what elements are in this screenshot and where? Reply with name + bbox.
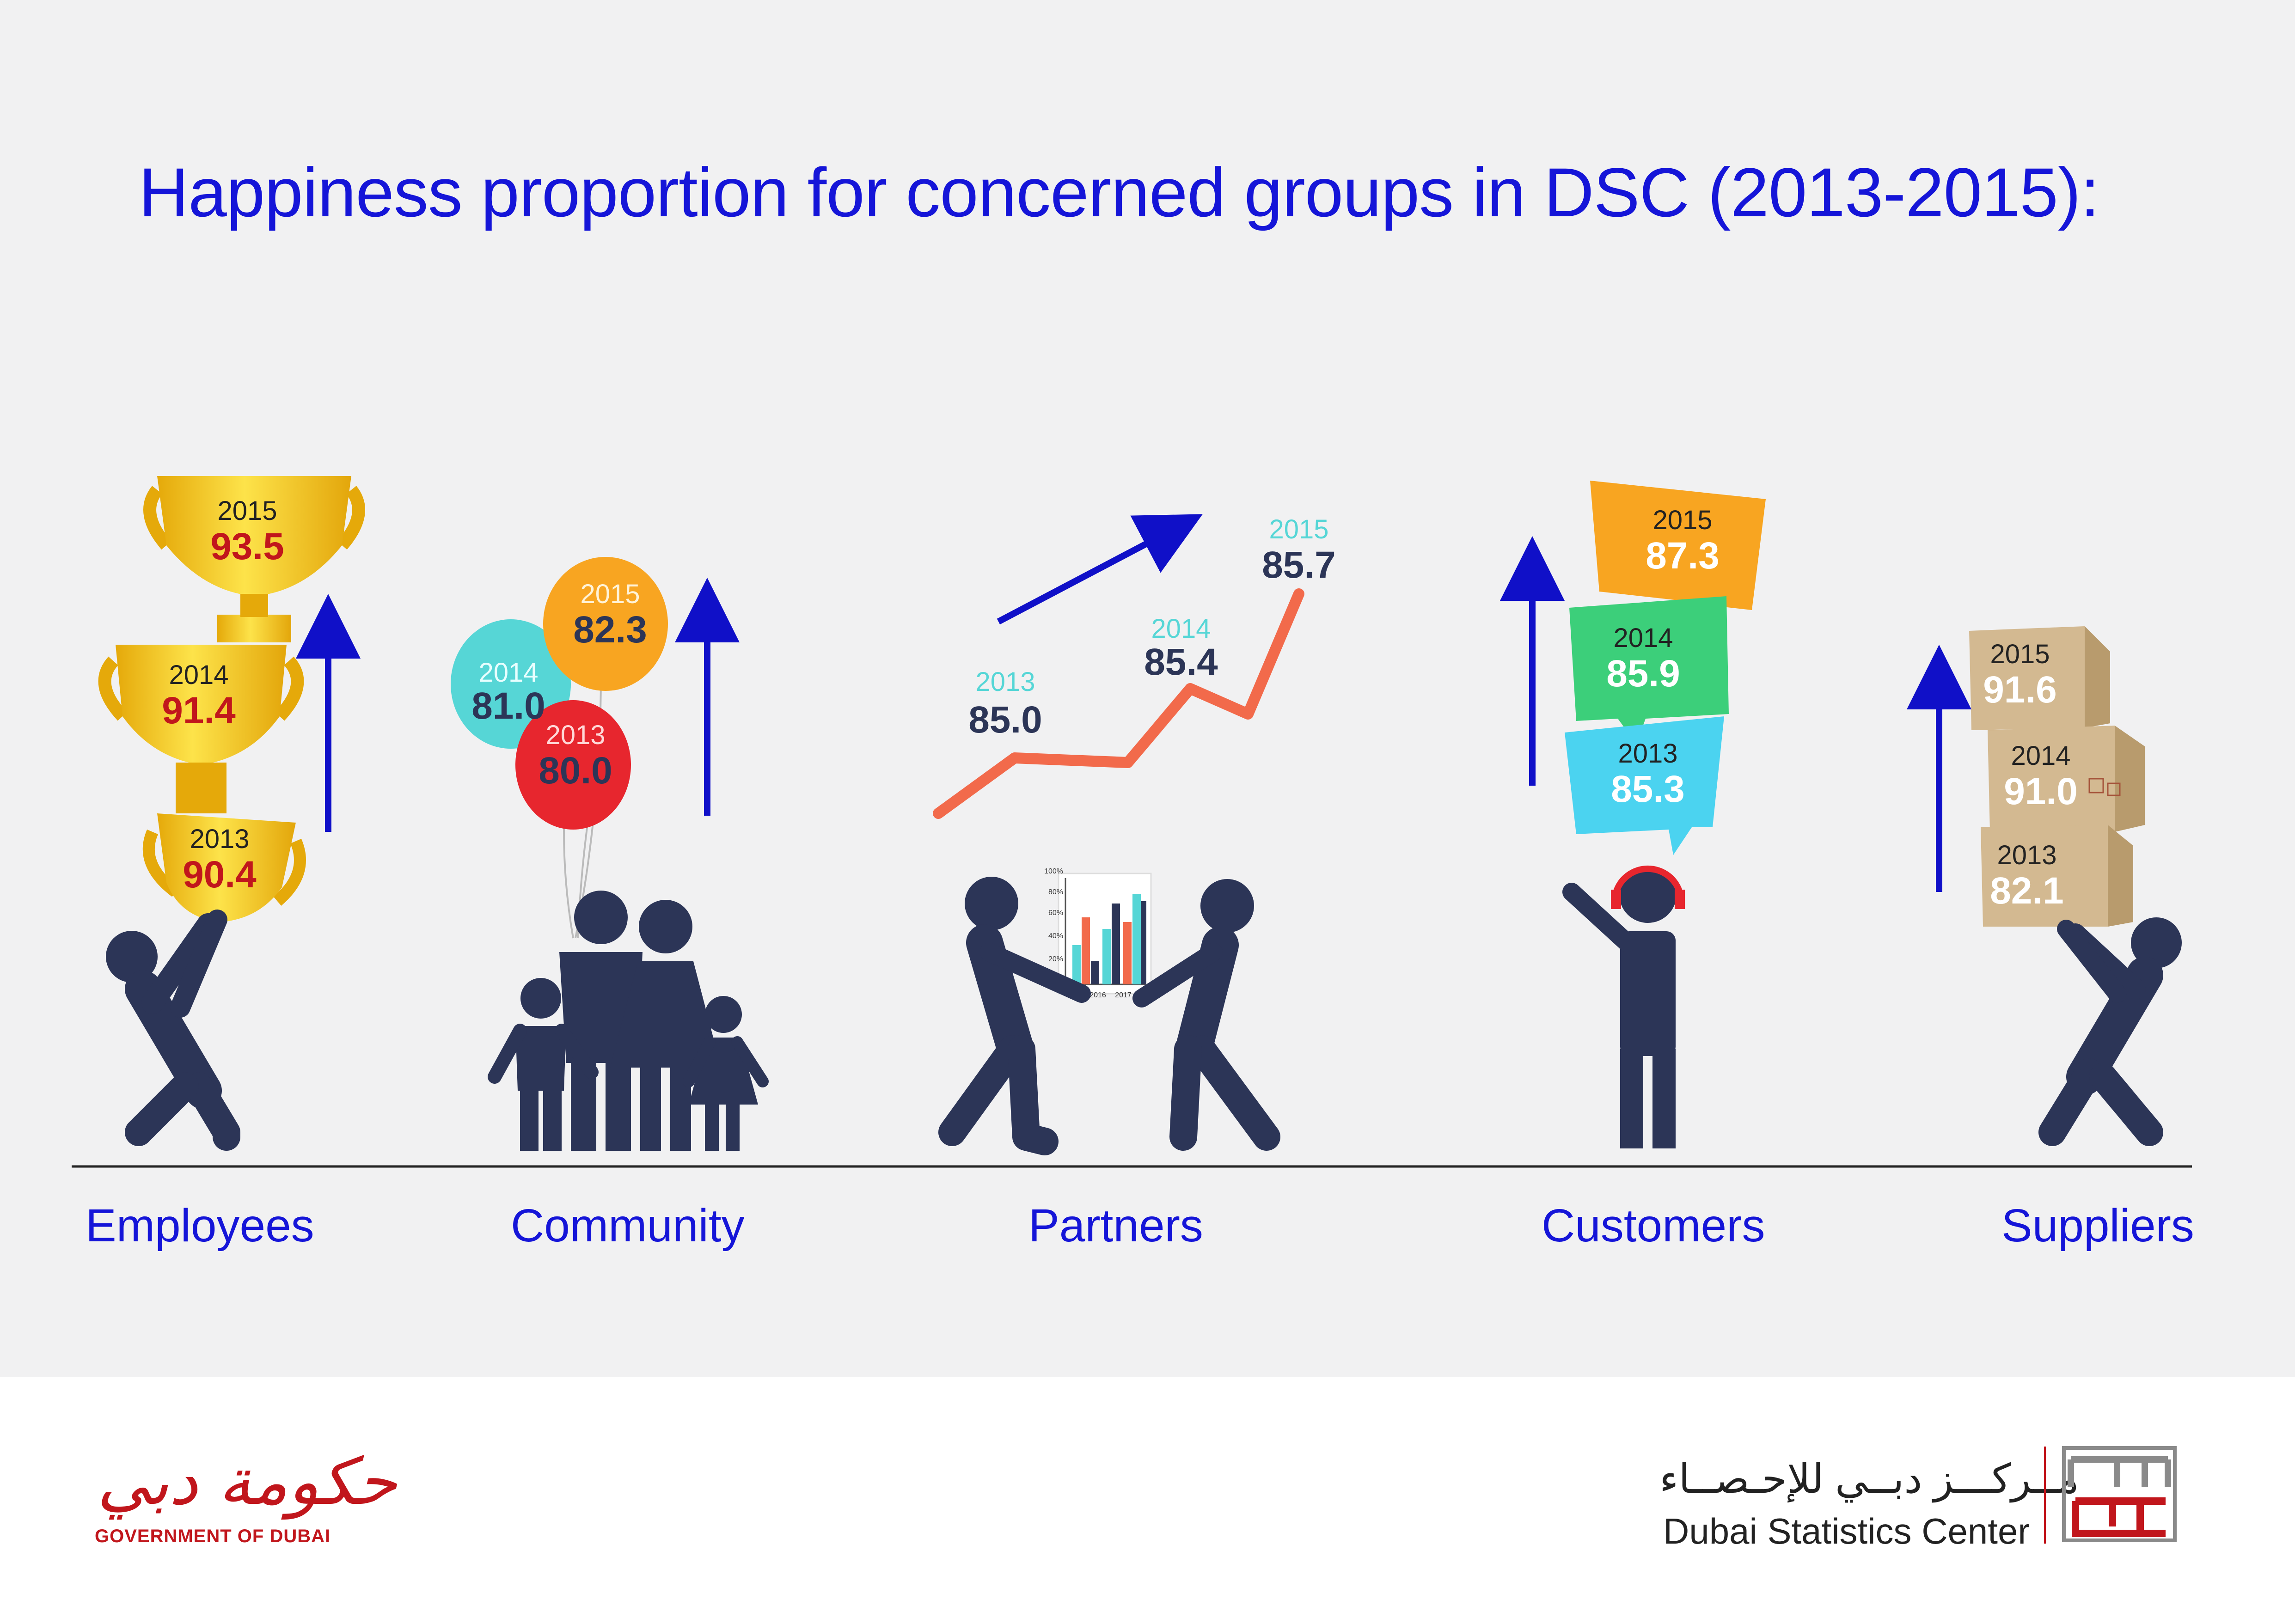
partners-2014-value: 85.4 — [1144, 641, 1218, 683]
customers-2014-year: 2014 — [1613, 623, 1673, 653]
mini-xtick-2: 2017 — [1115, 991, 1132, 999]
trophy-2014 — [98, 645, 304, 813]
bubble-2013 — [1565, 716, 1724, 855]
partners-2013-year: 2013 — [975, 667, 1035, 697]
partners-trend-line — [933, 588, 1304, 819]
footer — [0, 1377, 2295, 1624]
suppliers-boxes: 2015 91.6 2014 91.0 2013 82.1 — [1969, 626, 2145, 927]
partners-2013-value: 85.0 — [968, 699, 1042, 741]
page-title: Happiness proportion for concerned group… — [139, 153, 2099, 231]
community-2014-year: 2014 — [478, 658, 538, 688]
trophy-2013 — [142, 813, 306, 922]
suppliers-2015-year: 2015 — [1990, 639, 2050, 669]
dsc-arabic-name: مــركـــز دبــي للإحـصــاء — [1659, 1456, 2080, 1502]
community-2014-value: 81.0 — [471, 685, 545, 727]
community-balloons: 2014 81.0 2015 82.3 2013 80.0 — [451, 557, 668, 939]
trophy-2015 — [143, 476, 365, 642]
customers-speech-bubbles: 2015 87.3 2014 85.9 2013 85.3 — [1565, 481, 1766, 855]
dsc-logo-mark — [2062, 1446, 2177, 1542]
customers-2015-value: 87.3 — [1646, 535, 1720, 577]
group-label-suppliers: Suppliers — [2001, 1200, 2194, 1252]
box-2014 — [1988, 726, 2145, 832]
partners-2015-year: 2015 — [1269, 514, 1328, 544]
suppliers-person-icon — [2038, 917, 2182, 1146]
mini-ytick-1: 100% — [1044, 867, 1063, 875]
community-2013-year: 2013 — [545, 720, 605, 750]
employees-2015-year: 2015 — [217, 496, 277, 526]
partners-up-arrow — [997, 514, 1203, 625]
employees-2014-year: 2014 — [169, 660, 228, 690]
group-label-employees: Employees — [86, 1200, 314, 1252]
partners-2014-year: 2014 — [1151, 614, 1211, 644]
balloon-2013 — [515, 700, 631, 830]
footer-divider — [2044, 1447, 2046, 1544]
mini-bar-chart: 100% 80% 60% 40% 20% 2016 2017 — [1044, 867, 1152, 999]
customers-2014-value: 85.9 — [1606, 653, 1680, 695]
box-2013 — [1981, 825, 2133, 927]
customer-agent-icon — [1562, 865, 1685, 1148]
bubble-2014 — [1569, 596, 1729, 744]
suppliers-2013-value: 82.1 — [1990, 870, 2064, 912]
suppliers-2015-value: 91.6 — [1983, 669, 2057, 711]
employees-2014-value: 91.4 — [162, 690, 236, 732]
customers-2013-value: 85.3 — [1611, 768, 1685, 810]
box-2015 — [1969, 626, 2110, 730]
group-label-partners: Partners — [1028, 1200, 1203, 1252]
partners-people-icon — [938, 877, 1280, 1155]
dsc-english-name: Dubai Statistics Center — [1663, 1511, 2030, 1551]
group-label-community: Community — [511, 1200, 745, 1252]
community-2015-year: 2015 — [580, 579, 640, 609]
customers-2013-year: 2013 — [1618, 739, 1677, 769]
customers-2015-year: 2015 — [1652, 505, 1712, 535]
partners-2015-value: 85.7 — [1262, 544, 1336, 586]
employees-2015-value: 93.5 — [210, 525, 284, 568]
mini-ytick-4: 40% — [1048, 932, 1063, 940]
employees-trophies: 2015 93.5 2014 91.4 2013 90.4 — [98, 476, 365, 922]
suppliers-2013-year: 2013 — [1997, 840, 2056, 870]
partners-line-chart: 2013 85.0 2014 85.4 2015 85.7 — [933, 514, 1336, 819]
employees-person-icon — [106, 910, 240, 1151]
illustration: 2015 93.5 2014 91.4 2013 90.4 2014 81.0 — [72, 476, 2192, 1168]
employees-2013-value: 90.4 — [183, 854, 257, 896]
family-icon — [488, 891, 769, 1151]
community-2015-value: 82.3 — [573, 609, 647, 651]
suppliers-2014-value: 91.0 — [2004, 770, 2078, 812]
group-label-customers: Customers — [1542, 1200, 1765, 1252]
employees-2013-year: 2013 — [190, 824, 249, 854]
government-of-dubai-logo: حكومة دبي — [97, 1444, 397, 1520]
bubble-2015 — [1590, 481, 1766, 633]
balloon-2015 — [543, 557, 668, 691]
government-of-dubai-text: GOVERNMENT OF DUBAI — [95, 1526, 331, 1546]
mini-ytick-5: 20% — [1048, 955, 1063, 963]
mini-xtick-1: 2016 — [1089, 991, 1106, 999]
community-2013-value: 80.0 — [539, 750, 612, 792]
mini-ytick-3: 60% — [1048, 909, 1063, 917]
suppliers-2014-year: 2014 — [2011, 741, 2070, 771]
mini-ytick-2: 80% — [1048, 888, 1063, 896]
